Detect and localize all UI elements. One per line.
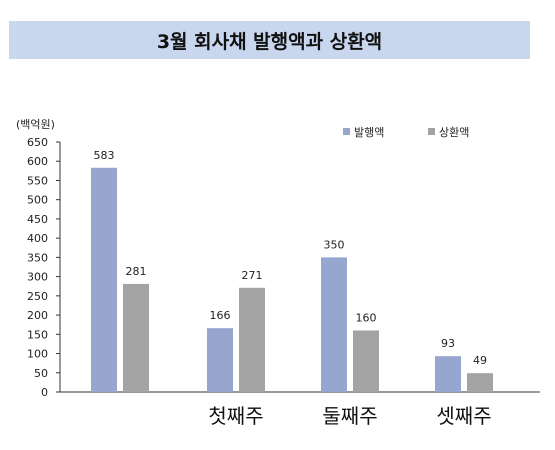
x-category-label: 첫째주 — [208, 404, 263, 428]
data-label: 49 — [473, 354, 487, 367]
data-label: 583 — [94, 149, 115, 162]
x-category-label: 둘째주 — [322, 404, 377, 428]
chart-title-bar: 3월 회사채 발행액과 상환액 — [9, 21, 530, 59]
data-label: 271 — [242, 269, 263, 282]
y-tick-label: 650 — [27, 136, 48, 149]
bar-redemption — [239, 287, 265, 392]
chart-title: 3월 회사채 발행액과 상환액 — [156, 30, 383, 53]
data-label: 281 — [126, 265, 147, 278]
data-label: 160 — [356, 311, 377, 324]
x-category-label: 셋째주 — [436, 404, 491, 428]
y-tick-label: 550 — [27, 174, 48, 187]
y-tick-label: 200 — [27, 309, 48, 322]
legend-swatch — [343, 128, 350, 135]
y-tick-label: 500 — [27, 194, 48, 207]
bar-redemption — [467, 373, 493, 392]
bar-issuance — [207, 328, 233, 392]
y-tick-label: 250 — [27, 290, 48, 303]
y-tick-label: 350 — [27, 251, 48, 264]
legend-label: 발행액 — [354, 126, 384, 139]
category-labels: 첫째주 둘째주 셋째주 — [208, 404, 491, 428]
y-axis-unit-label: (백억원) — [16, 118, 55, 131]
chart-bars — [91, 167, 493, 392]
bar-redemption — [353, 330, 379, 392]
data-label: 93 — [441, 337, 455, 350]
data-label: 350 — [324, 238, 345, 251]
y-tick-label: 0 — [41, 386, 48, 399]
data-label: 166 — [210, 309, 231, 322]
bar-issuance — [321, 257, 347, 392]
y-tick-label: 400 — [27, 232, 48, 245]
legend-swatch — [428, 128, 435, 135]
y-tick-label: 50 — [34, 367, 48, 380]
y-tick-label: 600 — [27, 155, 48, 168]
legend: 발행액 상환액 — [343, 126, 469, 139]
y-tick-label: 150 — [27, 328, 48, 341]
y-tick-label: 300 — [27, 271, 48, 284]
y-tick-labels: 0 50 100 150 200 250 300 350 400 450 500 550 600 650 — [27, 136, 48, 399]
bar-issuance — [435, 356, 461, 392]
y-tick-label: 100 — [27, 348, 48, 361]
y-tick-label: 450 — [27, 213, 48, 226]
data-labels: 583 166 350 93 281 271 160 49 — [94, 149, 488, 367]
bar-redemption — [123, 283, 149, 392]
legend-label: 상환액 — [439, 126, 469, 139]
bar-issuance — [91, 167, 117, 392]
